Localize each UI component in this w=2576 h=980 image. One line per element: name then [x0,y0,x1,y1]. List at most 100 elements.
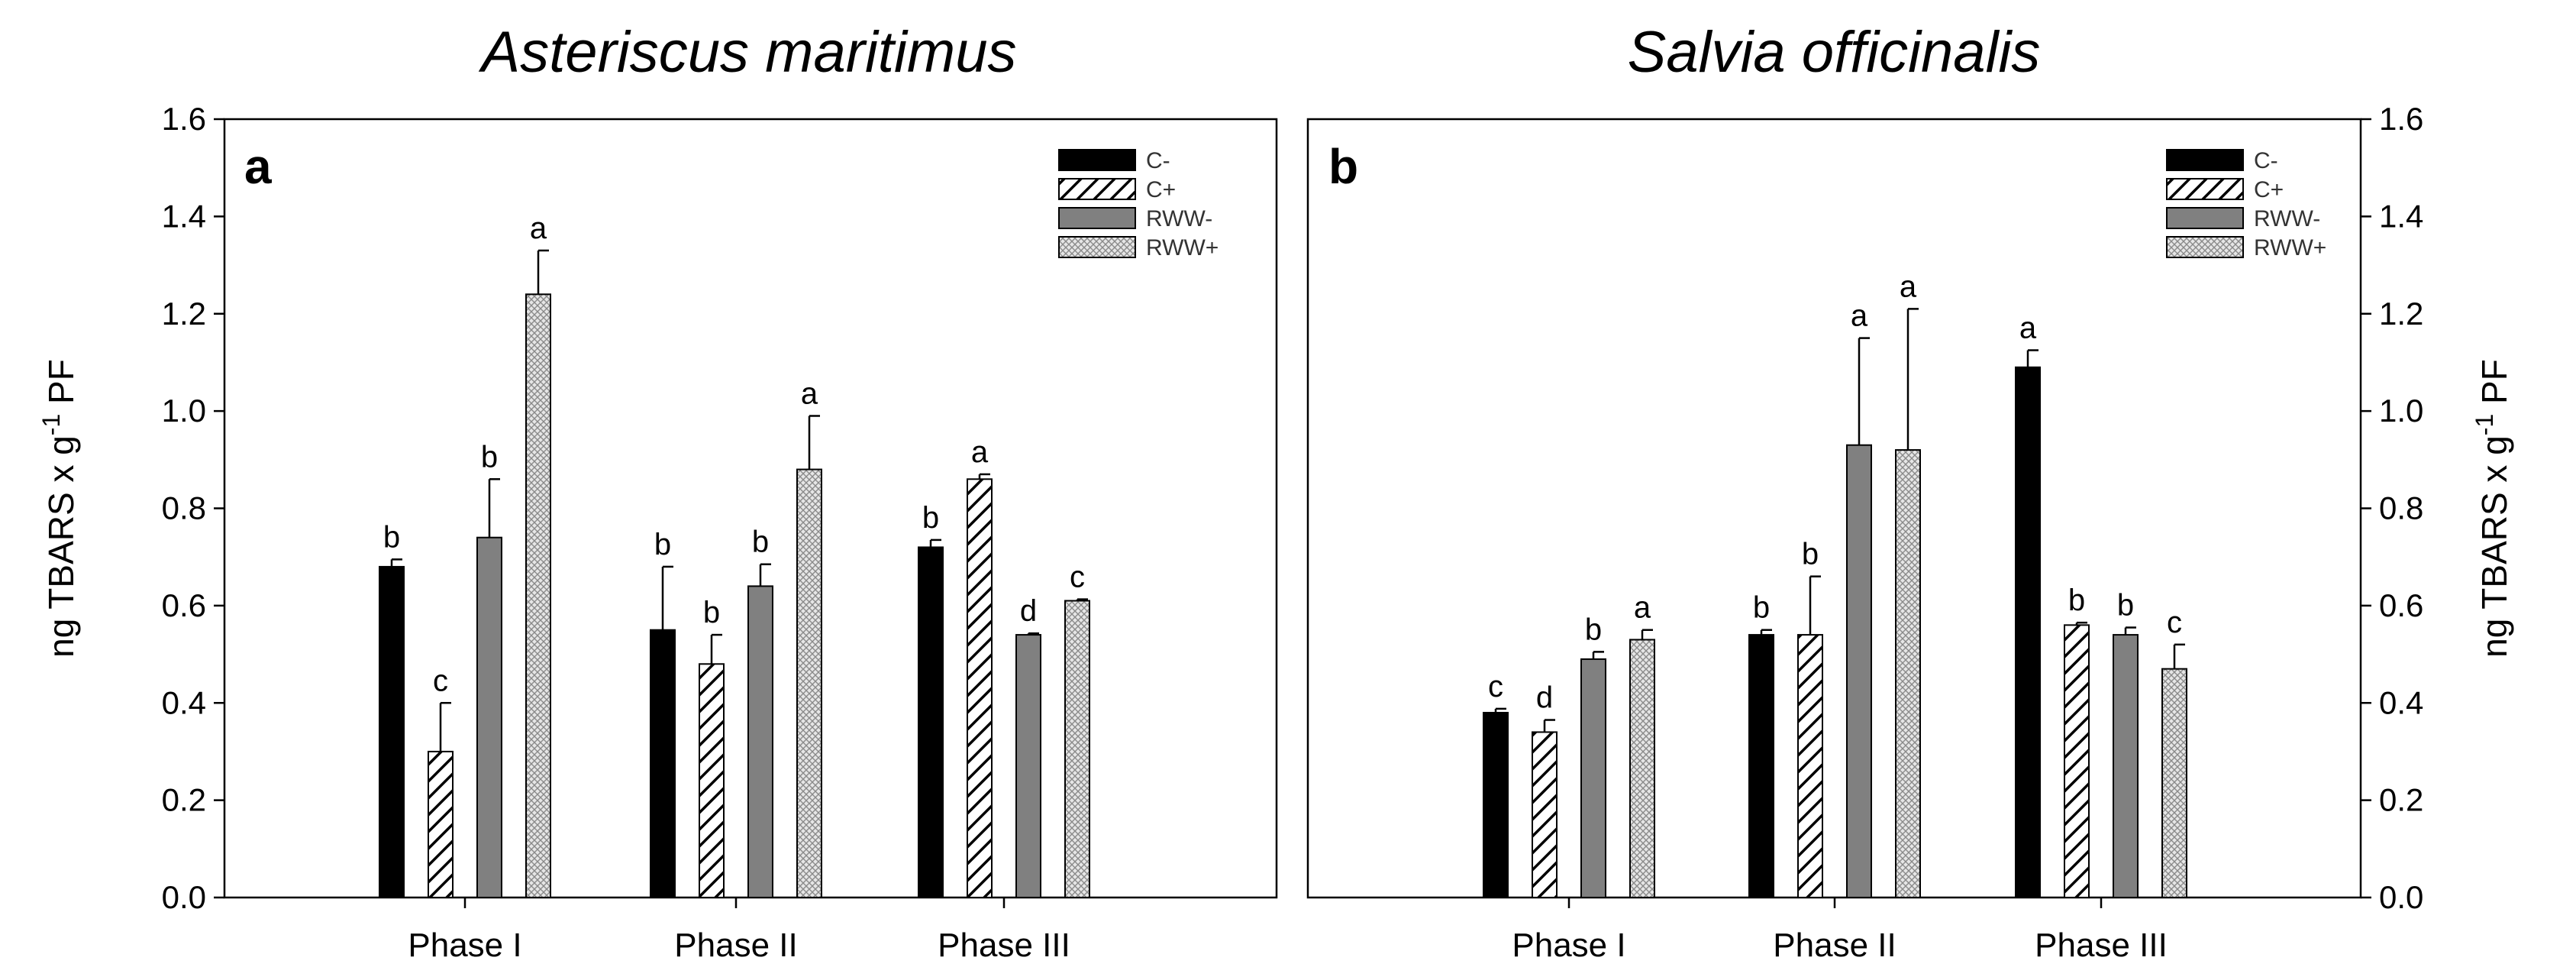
y-axis-label-part: PF [41,359,81,414]
bar [428,750,454,898]
bar [796,468,822,898]
x-category-label: Phase III [938,927,1070,964]
x-category-label: Phase II [674,927,797,964]
bar [747,585,773,899]
significance-letter: b [383,520,400,554]
x-category-label: Phase I [1512,927,1625,964]
bar [1483,711,1509,898]
bar [1015,634,1041,899]
y-tick-label: 0.6 [162,587,206,623]
y-tick-label: 0.0 [2379,879,2423,915]
bar [2064,624,2090,898]
significance-letter: b [922,501,939,535]
legend-swatch [1058,207,1136,229]
y-tick-label: 0.6 [2379,587,2423,623]
x-category-label: Phase I [408,927,521,964]
bar [1895,449,1921,898]
y-tick-label: 1.4 [162,198,206,234]
bar [2113,634,2139,899]
significance-letter: b [654,528,671,561]
legend-label: C- [1146,148,1170,173]
y-tick-label: 1.0 [162,393,206,429]
legend-label: RWW+ [1146,235,1219,260]
bar [1629,639,1655,898]
legend-swatch [1058,236,1136,258]
panel-letter: b [1328,139,1358,194]
bar [2161,668,2187,898]
chart-title: Salvia officinalis [1628,20,2041,85]
panel-a: Asteriscus maritimus a 0.0 0.2 0.4 0.6 0.8 1.0 1… [37,20,1278,964]
significance-letter: b [2068,584,2085,617]
bar [1748,634,1774,899]
significance-letter: b [703,596,720,629]
y-axis-label: ng TBARS x g-1 PF [2471,359,2514,658]
legend-swatch [1058,149,1136,171]
y-tick-label: 0.4 [162,684,206,720]
panel-b: Salvia officinalis b 0.0 0.2 0.4 0.6 0.8 1.0 1.2… [1306,20,2514,964]
bar [1532,731,1558,899]
legend-swatch [1058,178,1136,200]
bar [650,629,676,898]
y-tick-label: 1.6 [2379,101,2423,137]
significance-letter: a [2019,312,2037,345]
legend-swatch [2166,207,2244,229]
y-axis-label: ng TBARS x g-1 PF [37,359,81,658]
y-axis-label-superscript: -1 [2471,414,2498,435]
significance-letter: b [1585,613,1602,646]
bar [699,663,725,898]
y-axis-label-part: PF [2474,359,2514,414]
bar [1797,634,1823,899]
legend-label: RWW- [1146,206,1212,231]
significance-letter: b [1753,591,1770,625]
legend-label: C- [2254,148,2278,173]
y-tick-label: 0.0 [162,879,206,915]
y-tick-label: 1.2 [2379,296,2423,332]
significance-letter: a [971,435,989,469]
significance-letter: c [433,664,448,697]
bar [379,565,405,898]
y-tick-label: 1.4 [2379,198,2423,234]
significance-letter: a [1851,299,1868,333]
y-axis-label-part: ng TBARS x g [41,435,81,658]
significance-letter: b [752,526,769,559]
significance-letter: b [1802,538,1819,571]
legend-swatch [2166,149,2244,171]
significance-letter: d [1020,594,1037,628]
bar [1580,658,1606,899]
legend-label: RWW- [2254,206,2320,231]
chart-title: Asteriscus maritimus [479,20,1017,85]
y-tick-label: 0.2 [162,782,206,818]
significance-letter: b [481,440,498,474]
significance-letter: a [1900,270,1917,303]
legend-swatch [2166,178,2244,200]
significance-letter: c [1070,561,1085,594]
y-tick-label: 1.0 [2379,393,2423,429]
significance-letter: a [1634,591,1651,625]
y-tick-label: 1.6 [162,101,206,137]
significance-letter: b [2117,589,2134,623]
significance-letter: a [530,212,547,245]
y-tick-label: 1.2 [162,296,206,332]
bar [2015,366,2041,898]
y-tick-label: 0.8 [162,490,206,526]
significance-letter: d [1536,681,1553,715]
plot-frame [1306,118,2362,899]
bar [525,293,551,898]
significance-letter: a [801,377,818,410]
panel-letter: a [244,139,272,194]
legend-label: C+ [2254,177,2284,202]
x-category-label: Phase II [1773,927,1896,964]
legend-label: RWW+ [2254,235,2326,260]
legend-label: C+ [1146,177,1176,202]
y-tick-label: 0.8 [2379,490,2423,526]
y-axis-label-superscript: -1 [37,414,65,435]
y-axis-label-part: ng TBARS x g [2474,435,2514,658]
bar [476,536,502,899]
x-category-label: Phase III [2035,927,2168,964]
bar [967,478,993,898]
legend-swatch [2166,236,2244,258]
y-tick-label: 0.4 [2379,684,2423,720]
significance-letter: c [1488,670,1503,703]
